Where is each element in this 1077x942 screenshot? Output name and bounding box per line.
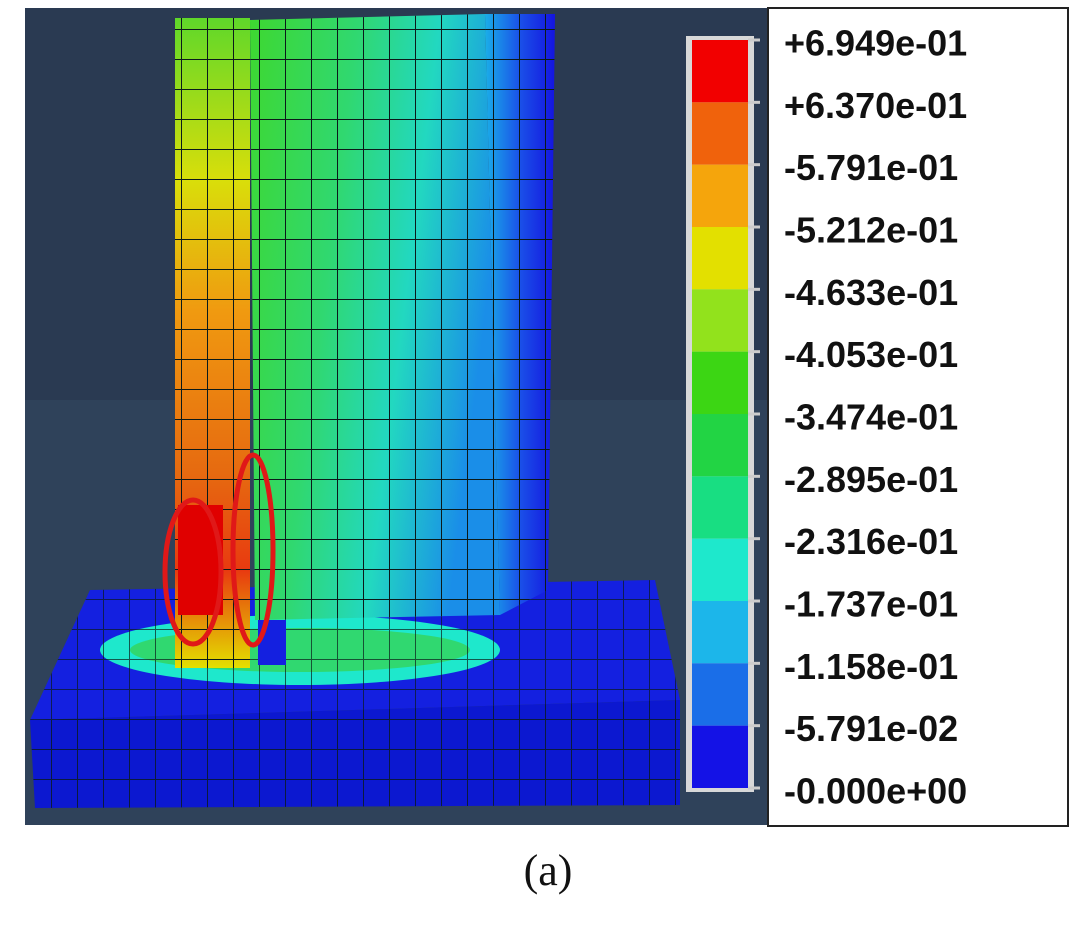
legend-label: -2.316e-01: [784, 521, 958, 562]
legend-label: -5.791e-01: [784, 147, 958, 188]
color-band: [692, 601, 748, 664]
legend-label: -0.000e+00: [784, 771, 967, 812]
legend-label: -5.791e-02: [784, 708, 958, 749]
legend-label: +6.949e-01: [784, 23, 967, 64]
legend-label: -5.212e-01: [784, 210, 958, 251]
legend-label: -1.737e-01: [784, 584, 958, 625]
color-band: [692, 227, 748, 290]
color-band: [692, 663, 748, 726]
color-band: [692, 164, 748, 227]
model-view: [25, 8, 770, 825]
color-band: [692, 414, 748, 477]
color-band: [692, 476, 748, 539]
legend-label: -4.053e-01: [784, 334, 958, 375]
legend-label: -1.158e-01: [784, 646, 958, 687]
color-band: [692, 351, 748, 414]
legend-box: [767, 7, 1069, 827]
color-band: [692, 725, 748, 788]
color-band: [692, 40, 748, 103]
color-band: [692, 102, 748, 165]
legend-label: -2.895e-01: [784, 459, 958, 500]
legend-label: -3.474e-01: [784, 397, 958, 438]
color-band: [692, 289, 748, 352]
color-band: [692, 538, 748, 601]
legend-label: +6.370e-01: [784, 85, 967, 126]
caption: (a): [524, 846, 573, 895]
legend: +6.949e-01 +6.370e-01 -5.791e-01 -5.212e-01…: [686, 23, 967, 812]
legend-label: -4.633e-01: [784, 272, 958, 313]
